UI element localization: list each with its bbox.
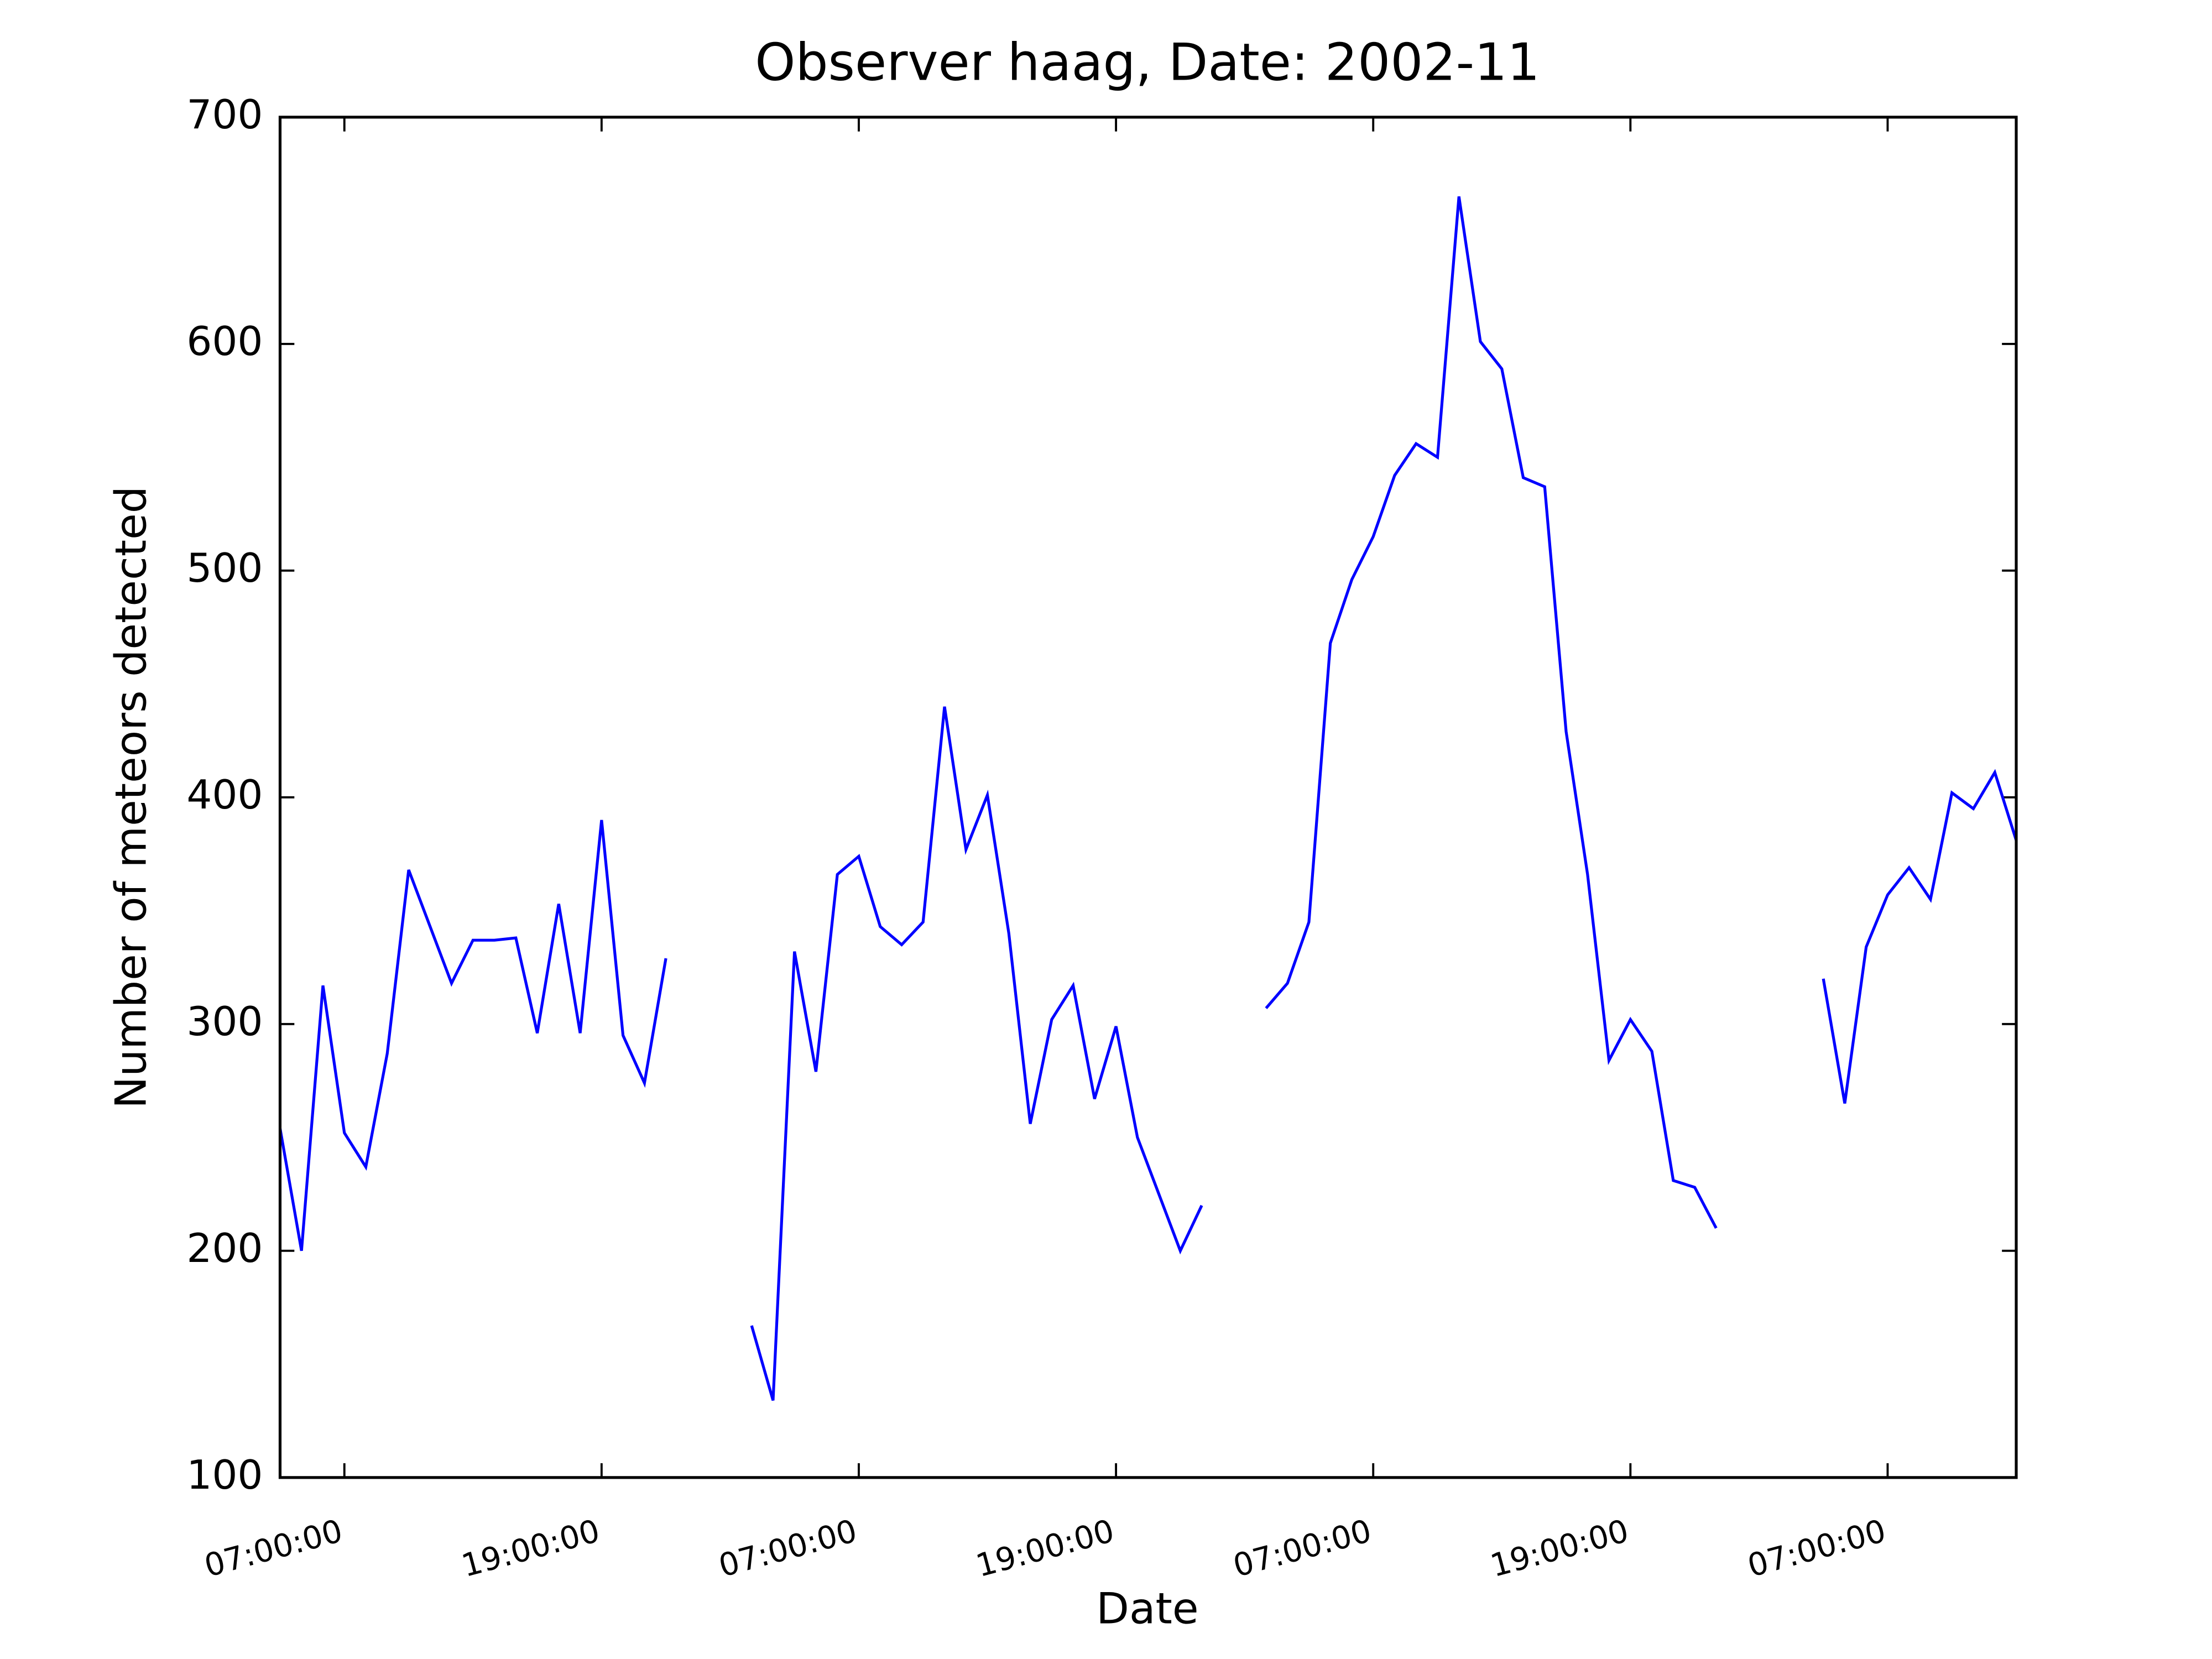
x-axis-label: Date bbox=[1096, 1584, 1198, 1634]
y-axis-label: Number of meteors detected bbox=[107, 486, 156, 1109]
data-line bbox=[278, 196, 2018, 1401]
y-tick-label: 700 bbox=[186, 92, 263, 138]
y-tick-label: 500 bbox=[186, 545, 263, 592]
y-tick-label: 600 bbox=[186, 319, 263, 365]
y-tick-label: 200 bbox=[186, 1225, 263, 1272]
plot-frame bbox=[278, 116, 2018, 1479]
y-tick-label: 100 bbox=[186, 1452, 263, 1499]
chart-title: Observer haag, Date: 2002-11 bbox=[755, 33, 1540, 92]
y-tick-label: 400 bbox=[186, 772, 263, 818]
y-tick-label: 300 bbox=[186, 999, 263, 1045]
